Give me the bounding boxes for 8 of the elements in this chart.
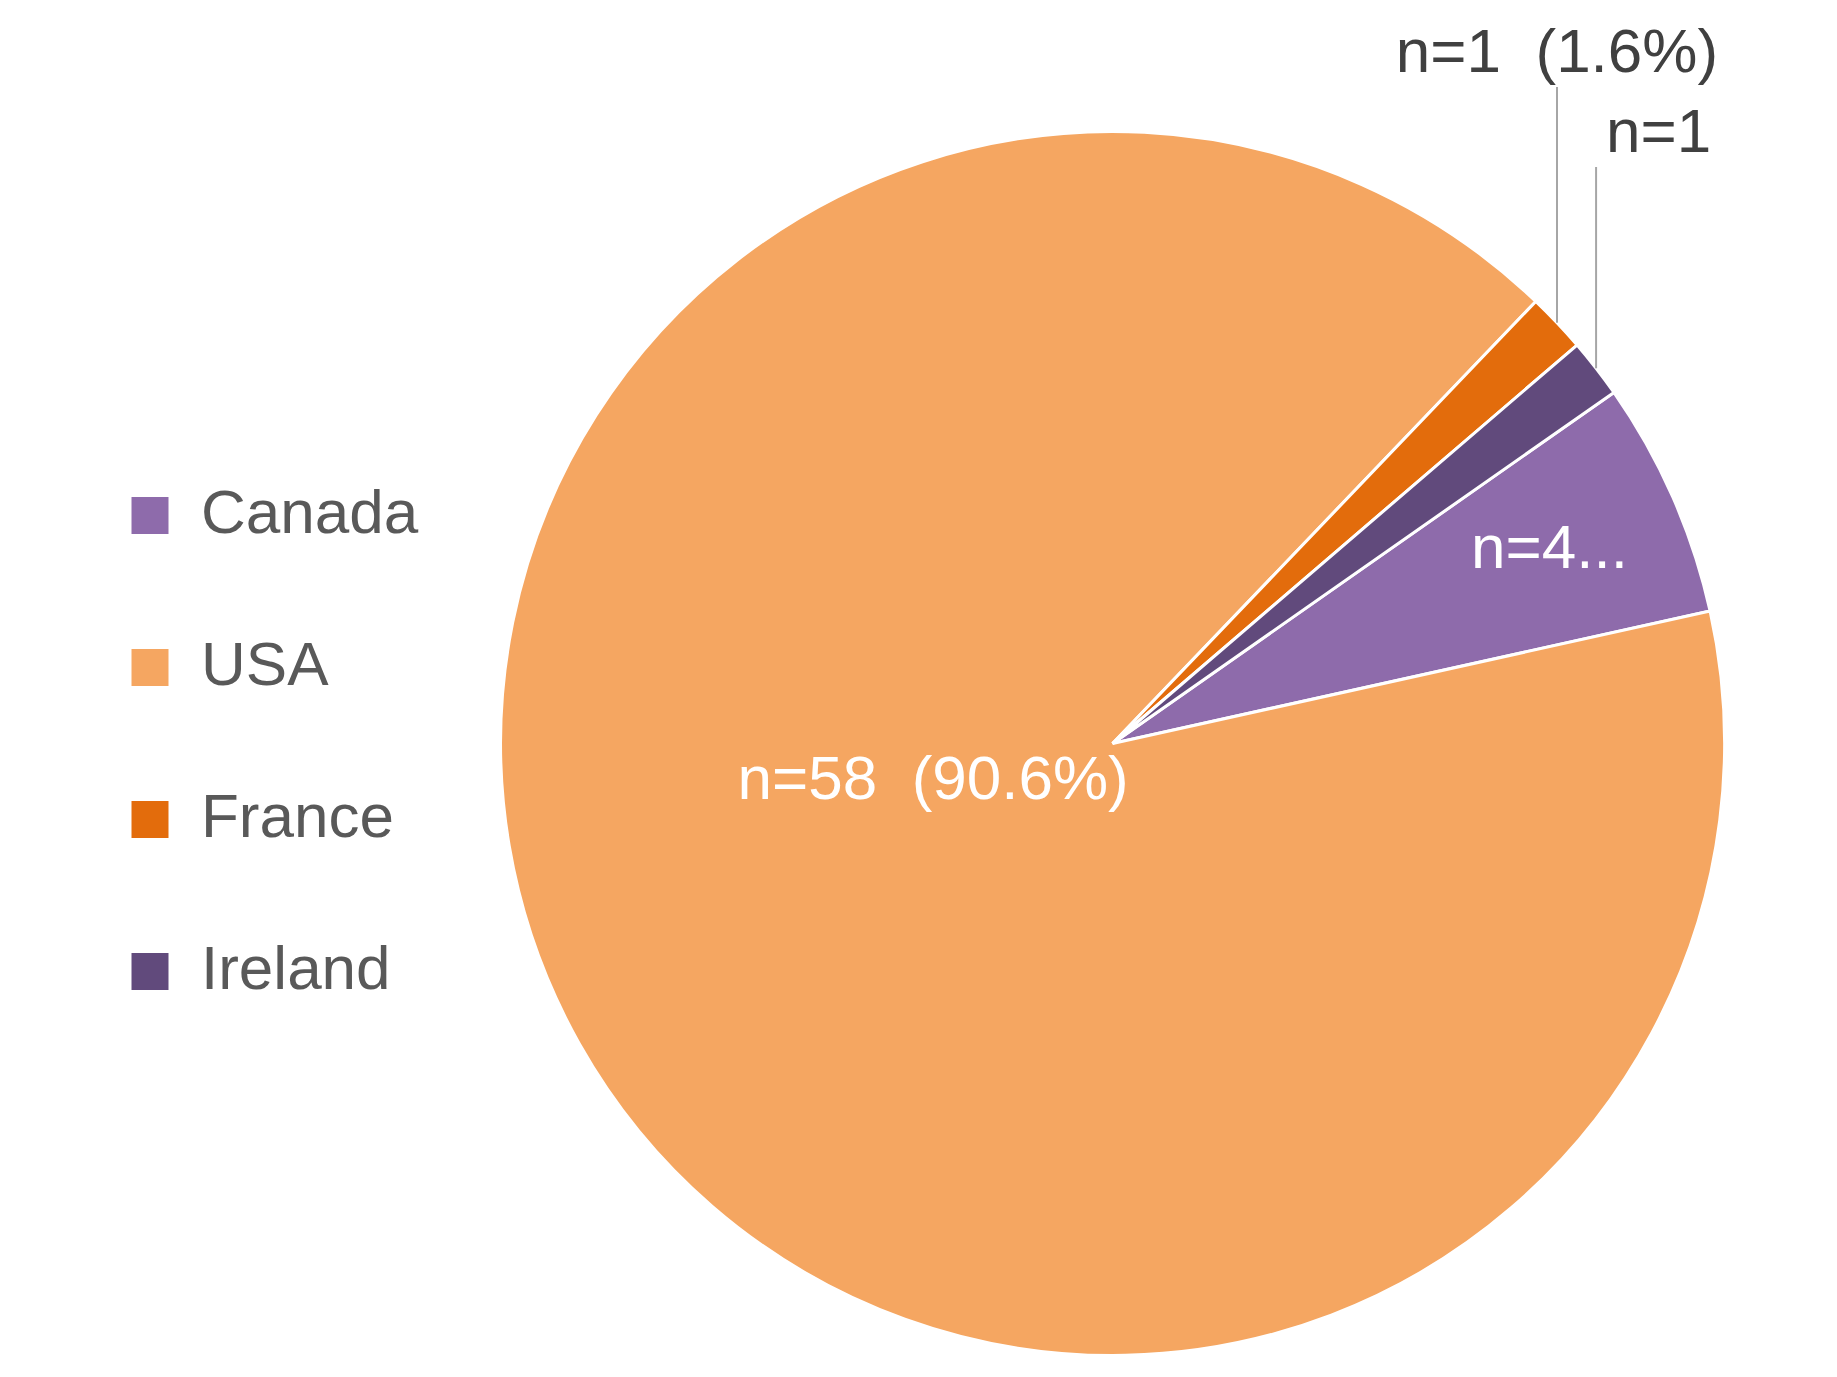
legend-label: Ireland [201,932,391,1002]
data-label: n=1 [1606,96,1712,166]
data-label: n=4... [1471,512,1628,582]
legend-label: USA [201,628,330,698]
data-label: n=58 (90.6%) [737,743,1129,813]
data-label: n=1 (1.6%) [1395,16,1719,86]
legend-label: Canada [201,476,419,546]
legend-label: France [201,780,394,850]
